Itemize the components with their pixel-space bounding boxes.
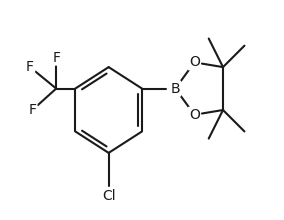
Text: F: F	[28, 103, 36, 117]
Text: F: F	[26, 60, 34, 74]
Text: O: O	[189, 108, 200, 122]
Text: O: O	[189, 55, 200, 69]
Text: F: F	[52, 51, 60, 65]
Text: Cl: Cl	[102, 189, 116, 203]
Text: B: B	[171, 82, 180, 95]
